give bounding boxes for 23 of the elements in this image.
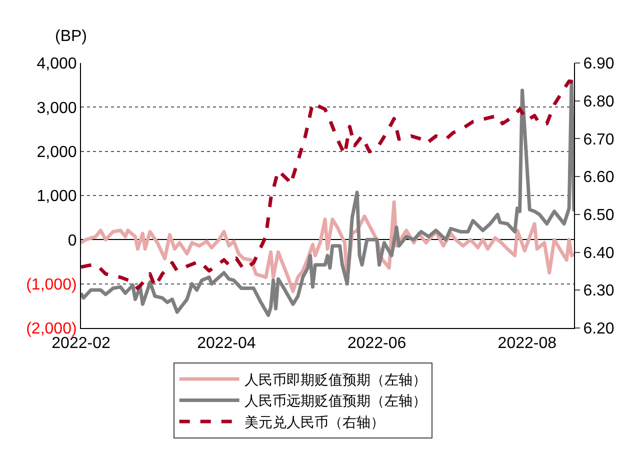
y-tick-label: 1,000 [36, 188, 77, 206]
legend-label: 人民币即期贬值预期（左轴） [244, 372, 426, 389]
y2-tick-label: 6.50 [583, 207, 614, 224]
y2-tick-label: 6.60 [583, 169, 614, 186]
y2-tick-label: 6.70 [583, 131, 614, 148]
y2-tick-label: 6.30 [583, 282, 614, 300]
y-axis-title: (BP) [55, 28, 87, 45]
y-tick-label: (1,000) [26, 276, 77, 294]
x-tick-label: 2022-02 [52, 335, 110, 352]
y-tick-label: (2,000) [26, 320, 77, 338]
legend-label: 美元兑人民币（右轴） [244, 414, 384, 431]
y-tick-label: 3,000 [36, 100, 77, 117]
y2-tick-label: 6.20 [583, 320, 614, 338]
y2-tick-label: 6.80 [583, 93, 614, 110]
y-tick-label: 2,000 [36, 144, 77, 161]
x-tick-label: 2022-08 [498, 335, 557, 352]
y-tick-label: 4,000 [36, 56, 77, 73]
y2-tick-label: 6.40 [583, 244, 614, 262]
y2-tick-label: 6.90 [583, 56, 614, 73]
x-tick-label: 2022-06 [347, 335, 406, 352]
y-tick-label: 0 [68, 232, 77, 250]
x-tick-label: 2022-04 [197, 335, 256, 352]
legend-label: 人民币远期贬值预期（左轴） [244, 394, 426, 410]
